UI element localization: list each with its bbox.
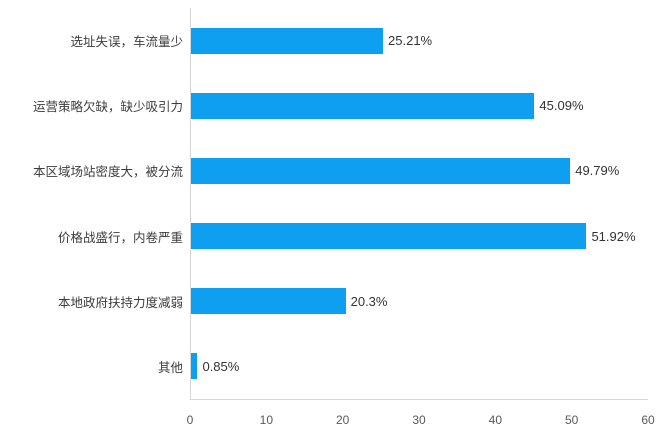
- x-axis: 0 10 20 30 40 50 60: [186, 413, 655, 429]
- bar[interactable]: [191, 157, 571, 184]
- x-tick-label: 0: [186, 413, 194, 427]
- x-tick-label: 40: [488, 413, 503, 427]
- bar[interactable]: [191, 27, 384, 54]
- bar-row: 选址失误，车流量少 25.21%: [70, 27, 648, 54]
- value-label: 49.79%: [575, 163, 620, 179]
- x-tick-label: 30: [412, 413, 426, 427]
- x-tick-label: 20: [335, 413, 350, 427]
- x-tick-label: 10: [259, 413, 274, 427]
- category-label: 其他: [157, 360, 183, 375]
- value-label: 51.92%: [591, 228, 636, 244]
- value-label: 0.85%: [202, 358, 240, 374]
- plot-area: 选址失误，车流量少 25.21% 运营策略欠缺，缺少吸引力 45.09% 本区域场站密度…: [33, 8, 648, 400]
- value-label: 45.09%: [539, 98, 584, 114]
- bar[interactable]: [191, 288, 346, 315]
- x-tick-label: 60: [641, 413, 655, 427]
- bar-row: 其他 0.85%: [158, 353, 648, 380]
- category-label: 选址失误，车流量少: [70, 35, 183, 50]
- value-label: 20.3%: [350, 293, 388, 309]
- x-tick-label: 50: [564, 413, 579, 427]
- bar[interactable]: [191, 353, 198, 380]
- bar-row: 运营策略欠缺，缺少吸引力 45.09%: [33, 92, 648, 119]
- bar-row: 本地政府扶持力度减弱 20.3%: [58, 288, 648, 315]
- bar-row: 本区域场站密度大，被分流 49.79%: [33, 157, 648, 184]
- bar[interactable]: [191, 92, 535, 119]
- category-label: 运营策略欠缺，缺少吸引力: [32, 100, 183, 115]
- bar-row: 价格战盛行，内卷严重 51.92%: [58, 223, 648, 250]
- value-label: 25.21%: [388, 33, 433, 49]
- bar[interactable]: [191, 223, 587, 250]
- category-label: 本地政府扶持力度减弱: [57, 295, 183, 310]
- category-label: 价格战盛行，内卷严重: [57, 230, 183, 245]
- category-label: 本区域场站密度大，被分流: [32, 165, 183, 180]
